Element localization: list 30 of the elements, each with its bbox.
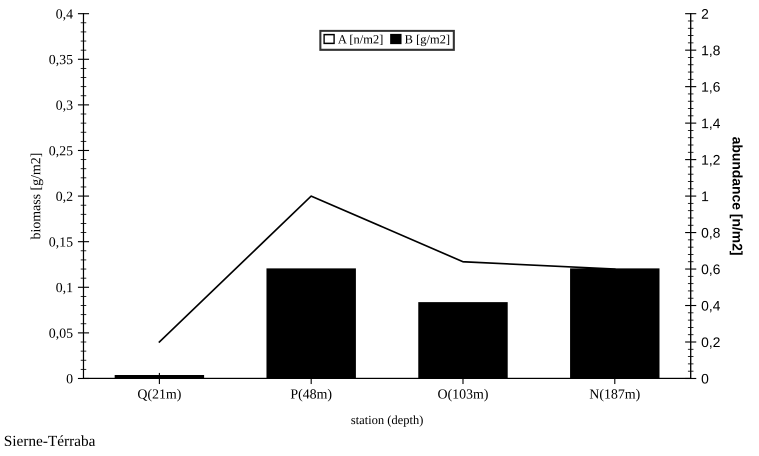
y2-tick-label: 1,8 (702, 45, 720, 57)
y-tick-label: 0,25 (49, 146, 73, 158)
y-tick-label: 0,05 (49, 328, 73, 340)
y2-tick-label: 1,4 (702, 118, 720, 130)
y-tick-label: 0,3 (56, 100, 73, 112)
y2-tick-label: 0,2 (702, 337, 720, 349)
y2-tick-label: 0,8 (702, 228, 720, 240)
x-tick-label: P(48m) (290, 388, 332, 402)
legend-label: B [g/m2] (404, 34, 450, 46)
y2-axis-title: abundance [n/m2] (730, 137, 743, 255)
y-tick-label: 0,35 (49, 54, 73, 66)
y-tick-label: 0,1 (56, 282, 72, 294)
x-tick-label: O(103m) (438, 388, 488, 402)
y-axis-title: biomass [g/m2] (30, 154, 44, 240)
y2-tick-label: 0,6 (702, 264, 720, 276)
x-tick-label: N(187m) (590, 388, 640, 402)
y-tick-label: 0 (66, 374, 73, 384)
x-axis-title: station (depth) (351, 415, 423, 427)
legend-label: A [n/m2] (338, 34, 382, 46)
y-tick-label: 0,4 (56, 9, 73, 21)
y-tick-label: 0,2 (56, 192, 72, 204)
x-tick-label: Q(21m) (138, 388, 181, 402)
y2-tick-label: 2 (702, 9, 708, 19)
text: Sierne-Térraba (4, 435, 96, 446)
y2-tick-label: 0 (702, 374, 708, 384)
y2-tick-label: 1,6 (702, 82, 720, 94)
y2-tick-label: 0,4 (702, 300, 720, 312)
y2-tick-label: 1 (702, 192, 708, 202)
y2-tick-label: 1,2 (702, 154, 720, 166)
y-tick-label: 0,15 (49, 237, 73, 249)
